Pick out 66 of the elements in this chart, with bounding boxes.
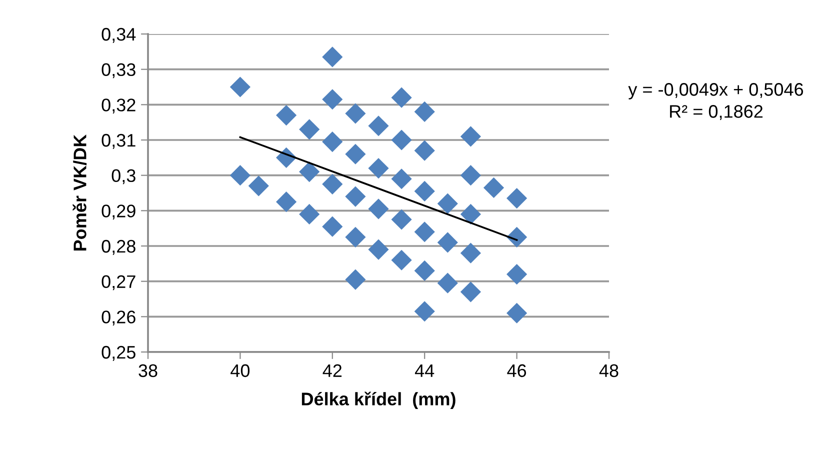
- point: [322, 131, 343, 152]
- point: [368, 198, 389, 220]
- y-tick-label: 0,26: [102, 310, 136, 326]
- x-tick-label: 44: [414, 364, 434, 377]
- point: [414, 260, 435, 282]
- point: [506, 188, 528, 209]
- point: [506, 264, 528, 285]
- point: [345, 103, 366, 124]
- point: [460, 126, 481, 147]
- point: [345, 144, 366, 164]
- point: [414, 301, 435, 322]
- y-tick-label: 0,31: [102, 134, 136, 149]
- y-tick-label: 0,27: [102, 275, 136, 290]
- x-axis-title: Délka křídel (mm): [302, 392, 456, 409]
- x-tick-label: 38: [138, 364, 158, 378]
- y-tick-label: 0,34: [102, 28, 136, 43]
- point: [299, 162, 320, 182]
- point: [345, 186, 366, 207]
- y-tick-label: 0,33: [102, 63, 136, 78]
- point: [460, 204, 481, 224]
- point: [391, 130, 412, 150]
- point: [414, 180, 435, 202]
- x-tick-label: 46: [507, 364, 526, 378]
- point: [322, 216, 343, 237]
- point: [322, 46, 343, 68]
- point: [391, 209, 412, 230]
- point: [248, 176, 269, 196]
- point: [483, 177, 504, 198]
- point: [437, 272, 458, 294]
- y-tick-label: 0,25: [102, 346, 136, 361]
- point: [276, 192, 297, 212]
- point: [368, 158, 389, 179]
- y-axis-title: Poměr VK/DK: [72, 134, 87, 250]
- text: y = -0,0049x + 0,5046: [628, 83, 804, 100]
- point: [230, 165, 250, 186]
- y-tick-label: 0,3: [112, 169, 136, 184]
- point: [391, 87, 412, 108]
- point: [414, 101, 435, 122]
- point: [460, 165, 481, 186]
- x-tick-label: 40: [230, 364, 250, 378]
- point: [368, 239, 389, 260]
- point: [276, 104, 297, 126]
- point: [506, 226, 528, 248]
- point: [368, 116, 389, 136]
- point: [506, 302, 528, 324]
- point: [345, 226, 366, 248]
- y-tick-label: 0,32: [102, 98, 136, 114]
- point: [437, 232, 458, 253]
- point: [230, 76, 250, 98]
- point: [460, 282, 481, 302]
- text: R² = 0,1862: [670, 105, 763, 120]
- point: [460, 242, 481, 264]
- x-tick-label: 42: [322, 364, 342, 377]
- y-tick-label: 0,28: [102, 240, 136, 255]
- point: [322, 174, 343, 194]
- point: [414, 140, 435, 161]
- point: [299, 204, 320, 224]
- y-tick-label: 0,29: [102, 204, 136, 220]
- x-tick-label: 48: [599, 364, 618, 378]
- point: [345, 269, 366, 290]
- point: [391, 168, 412, 190]
- point: [322, 89, 343, 110]
- point: [437, 193, 458, 214]
- point: [414, 222, 435, 242]
- point: [391, 250, 412, 270]
- point: [299, 119, 320, 140]
